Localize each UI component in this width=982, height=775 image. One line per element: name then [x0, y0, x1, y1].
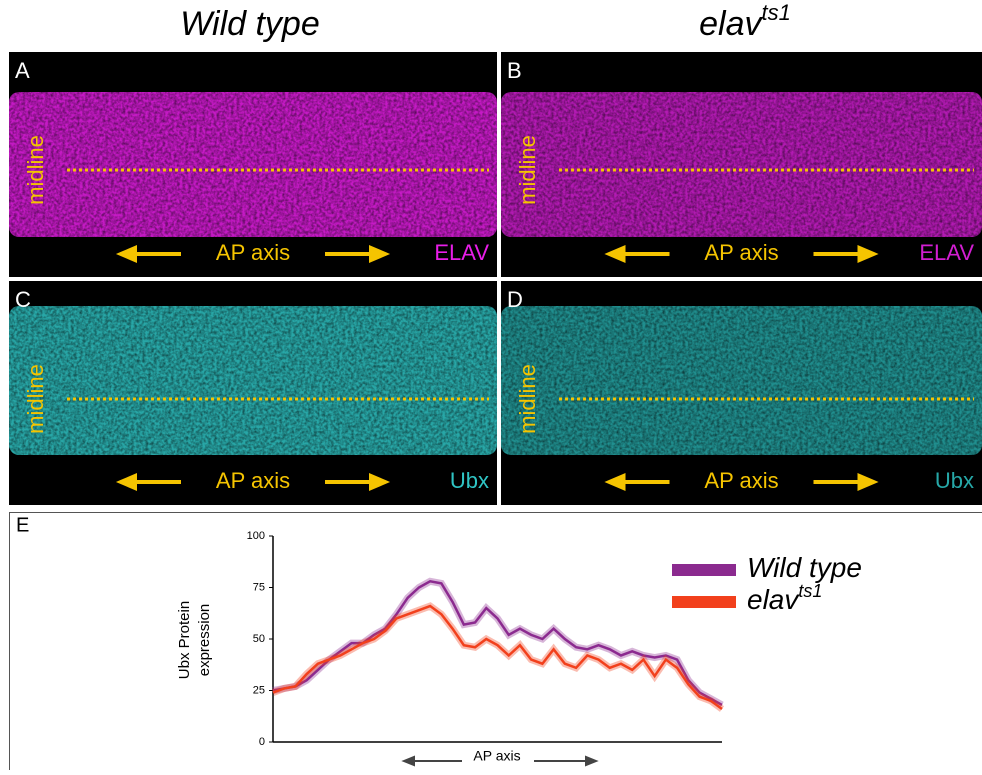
marker-label: ELAV — [434, 240, 489, 265]
tissue-texture — [9, 92, 497, 237]
y-tick-label: 75 — [253, 581, 265, 593]
x-axis-label: AP axis — [473, 748, 520, 764]
panel-label: C — [15, 287, 31, 312]
midline-label: midline — [23, 135, 48, 205]
title-sup: ts1 — [762, 0, 791, 25]
axis-label: AP axis — [216, 468, 290, 493]
axis-label: AP axis — [704, 240, 778, 265]
column-title: Wild type — [180, 5, 320, 43]
y-axis-label: Ubx Protein — [176, 601, 193, 679]
midline-label: midline — [515, 364, 540, 434]
marker-label: Ubx — [450, 468, 489, 493]
tissue-texture — [501, 306, 982, 455]
axis-label: AP axis — [216, 240, 290, 265]
marker-label: ELAV — [919, 240, 974, 265]
midline-label: midline — [23, 364, 48, 434]
legend-text: elav — [747, 584, 800, 615]
legend-text: Wild type — [747, 552, 862, 583]
panel-label: B — [507, 58, 522, 83]
y-tick-label: 100 — [247, 530, 265, 542]
panel-label: D — [507, 287, 523, 312]
y-tick-label: 25 — [253, 684, 265, 696]
title-text: elav — [699, 5, 763, 43]
y-tick-label: 50 — [253, 633, 265, 645]
tissue-texture — [9, 306, 497, 455]
y-axis-label: expression — [196, 604, 213, 677]
column-title: elavts1 — [699, 0, 791, 43]
legend-entry: Wild type — [747, 552, 862, 583]
tissue-texture — [501, 92, 982, 237]
axis-label: AP axis — [704, 468, 778, 493]
marker-label: Ubx — [935, 468, 974, 493]
panel-label: E — [16, 514, 29, 536]
y-tick-label: 0 — [259, 736, 265, 748]
midline-label: midline — [515, 135, 540, 205]
legend-sup: ts1 — [798, 581, 822, 601]
panel-label: A — [15, 58, 30, 83]
